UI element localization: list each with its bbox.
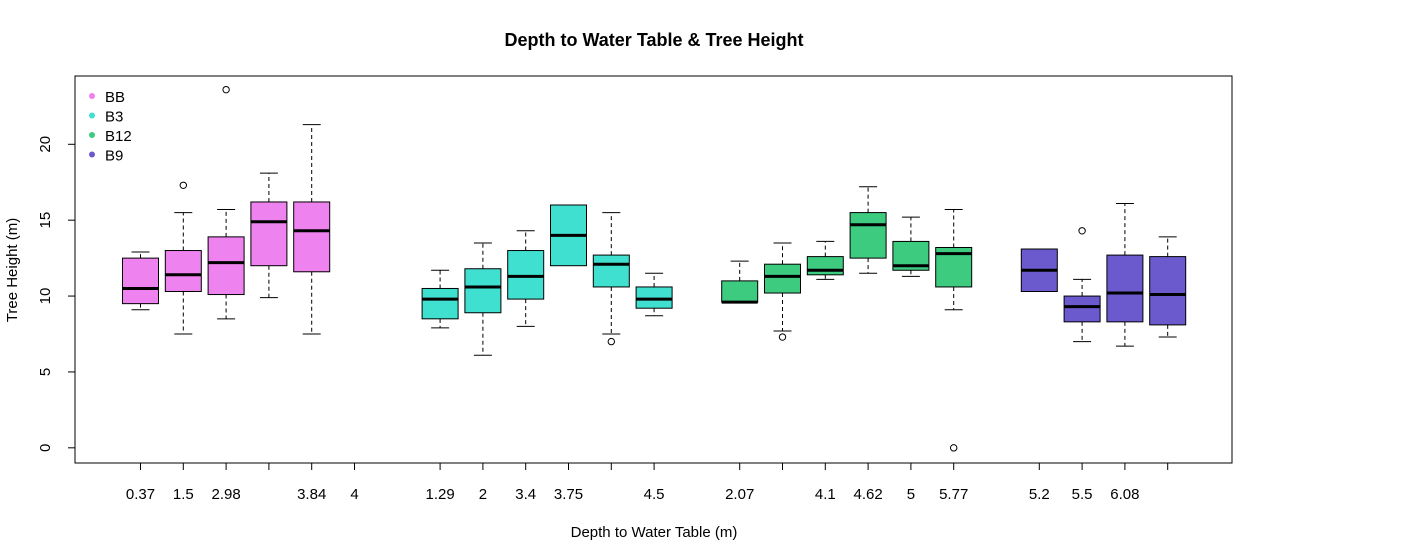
legend-item-b9: B9 [89,148,123,165]
box-body [464,268,502,314]
plot-frame [74,75,1233,464]
box-body [1106,254,1144,323]
box-b12-16 [764,242,801,341]
legend-item-bb: BB [89,89,125,106]
box-body [764,263,801,294]
box-body [721,280,759,303]
y-tick-label: 10 [37,288,54,305]
box-bb-2 [164,181,202,335]
box-bb-5 [293,124,331,335]
legend-swatch [89,93,95,99]
box-body [122,257,159,305]
box-body [849,212,887,259]
box-body [1149,256,1187,326]
x-axis-label: Depth to Water Table (m) [571,524,738,541]
y-tick-label: 15 [37,212,54,229]
box-body [164,250,202,293]
x-tick-label: 5.2 [1029,486,1050,503]
outlier-point [950,444,958,452]
x-tick-label: 1.29 [425,486,454,503]
box-b12-15 [721,260,759,304]
legend-swatch [89,151,95,158]
box-body [207,236,245,296]
y-axis-label: Tree Height (m) [4,218,21,322]
outlier-point [1078,227,1086,235]
x-tick-label: 1.5 [173,486,194,503]
box-body [421,287,459,320]
outlier-point [179,181,188,189]
y-tick-label: 20 [37,136,54,153]
legend-label: BB [105,89,125,106]
x-tick-label: 4.62 [853,486,882,503]
box-b3-12 [592,212,630,346]
box-b12-20 [935,209,973,452]
chart-title: Depth to Water Table & Tree Height [504,30,803,50]
box-b12-17 [806,240,844,280]
x-tick-label: 6.08 [1110,486,1139,503]
box-b9-22 [1020,248,1058,293]
x-tick-label: 5 [907,486,915,503]
y-tick-label: 5 [37,368,54,376]
boxes-layer [122,85,1187,452]
x-tick-label: 2.07 [725,486,754,503]
box-b9-24 [1106,202,1144,347]
x-tick-label: 3.84 [297,486,326,503]
box-body [592,254,630,288]
x-tick-label: 2.98 [211,486,240,503]
box-b12-19 [892,216,930,277]
x-tick-label: 3.4 [515,486,536,503]
box-b3-13 [635,272,673,317]
box-body [507,250,545,300]
legend-label: B3 [105,109,123,126]
x-tick-label: 0.37 [126,486,155,503]
box-body [250,201,288,267]
x-tick-label: 3.75 [554,486,583,503]
box-body [1063,295,1101,323]
box-body [635,286,673,309]
x-tick-label: 5.5 [1072,486,1093,503]
box-bb-4 [250,172,288,299]
box-b3-10 [507,230,545,327]
box-b9-25 [1149,236,1187,338]
outlier-point [222,85,230,94]
outlier-point [607,337,615,346]
legend-label: B12 [105,128,132,145]
box-bb-1 [122,251,159,311]
box-b3-8 [421,269,459,329]
legend-swatch [89,132,95,138]
legend-item-b12: B12 [89,128,132,145]
y-tick-label: 0 [37,444,54,452]
x-axis: 0.37 1.5 2.98 3.84 4 1.29 2 3.4 3.75 4.5 2.07 4.1 4.… [126,462,1169,503]
box-b3-9 [464,242,502,356]
box-body [293,201,331,273]
box-b12-18 [849,186,887,274]
box-b3-11 [550,204,587,267]
legend-swatch [89,112,95,119]
x-tick-label: 4.1 [815,486,836,503]
box-body [806,256,844,276]
x-tick-label: 2 [479,486,487,503]
legend: BB B3 B12 B9 [89,89,132,165]
x-tick-label: 4.5 [644,486,665,503]
legend-label: B9 [105,148,123,165]
y-axis: 0 5 10 15 20 [37,136,76,452]
x-tick-label: 5.77 [939,486,968,503]
x-tick-label: 4 [350,486,358,503]
box-bb-3 [207,85,245,320]
outlier-point [778,333,787,341]
legend-item-b3: B3 [89,109,123,126]
box-b9-23 [1063,227,1101,343]
